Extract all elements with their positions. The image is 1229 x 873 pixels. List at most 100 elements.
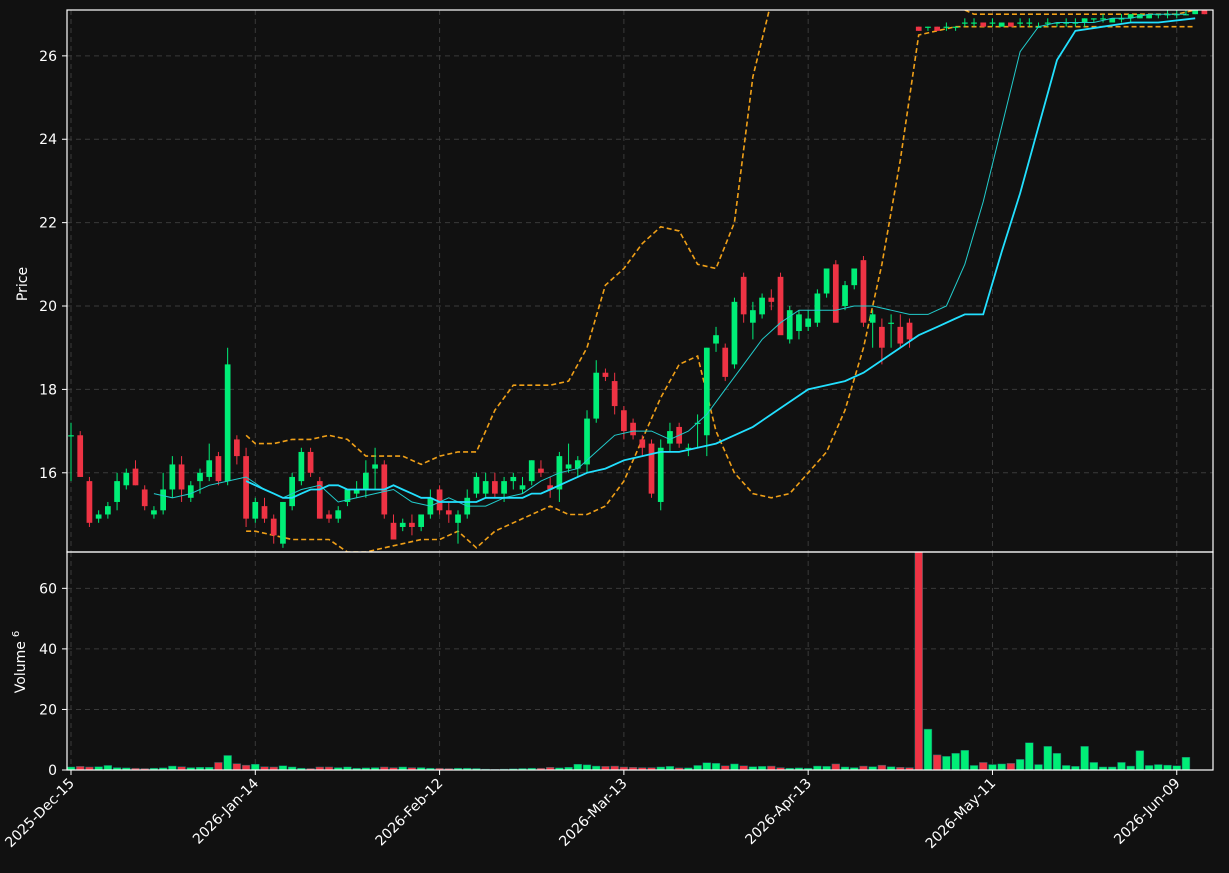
candle-body [869,314,876,323]
candle-body [68,435,74,437]
candle-body [888,322,894,324]
candle-body [602,372,609,377]
candle-body [1090,18,1097,20]
price-tick-label: 18 [39,382,57,398]
volume-panel-frame [66,551,1214,771]
candle-body [934,26,941,31]
price-tick-label: 16 [39,466,57,482]
candle-body [224,364,231,482]
candle-body [151,510,157,515]
candle-body [639,439,646,448]
candle-body [344,489,351,502]
candle-body [280,501,286,544]
candle-body [1054,22,1060,24]
candle-body [879,326,885,348]
candle-body [141,489,148,507]
price-tick-label: 22 [39,216,57,232]
candle-body [823,268,830,294]
candle-body [335,510,342,519]
candle-body [1127,14,1134,19]
volume-bar [988,764,997,771]
volume-bar [997,763,1006,771]
candle-body [390,522,397,540]
candle-body [740,276,747,315]
candle-body [326,514,332,519]
candle-body [750,310,756,323]
candle-body [538,468,544,473]
candle-body [409,522,415,527]
candle-body [1008,22,1014,27]
candle-body [105,506,111,515]
volume-bar [1062,765,1071,771]
volume-bar [232,763,242,771]
candle-body [455,514,461,523]
volume-tick-label: 0 [48,763,57,779]
candle-body [925,26,931,28]
price-tick-label: 20 [39,299,57,315]
volume-bar [693,765,702,771]
candle-body [713,335,719,344]
candle-body [1183,14,1189,16]
volume-bar [214,762,223,771]
volume-bar [721,765,730,771]
candle-body [989,22,996,24]
volume-axis-title-exponent: 6 [11,631,22,637]
candle-body [832,264,839,323]
volume-axis-title-label: Volume [13,641,29,693]
candle-body [1109,18,1116,23]
candle-body [519,485,526,490]
price-grid [67,10,1213,552]
candle-body [547,485,554,490]
candle-body [1155,14,1162,16]
volume-bar [1154,764,1163,771]
candle-body [777,276,784,336]
candle-body [252,501,259,519]
volume-bar [739,765,748,771]
candle-body [1100,18,1106,20]
candle-body [1063,22,1070,24]
candle-body [796,314,802,332]
candle-body [372,464,378,469]
candle-body [971,22,977,24]
volume-bar [914,551,923,771]
candle-body [731,301,738,365]
candle-body [234,439,240,457]
candle-body [814,293,821,323]
volume-bar [711,763,721,771]
candle-body [86,481,93,523]
volume-tick-label: 40 [39,642,57,658]
volume-bar [1135,750,1145,771]
volume-bar [877,764,887,771]
volume-bar [251,763,260,771]
volume-bar [1172,765,1181,771]
candle-body [593,372,600,419]
candle-body [565,464,572,469]
candle-body [363,472,369,490]
volume-bar [278,765,288,771]
candle-body [1201,10,1208,15]
candle-body [759,297,765,315]
candle-body [206,460,213,477]
volume-bar [960,750,969,771]
volume-bar [1089,762,1098,771]
candle-body [897,326,904,344]
candle-body [510,476,517,482]
candle-body [178,464,185,490]
candle-body [215,456,222,482]
fast-moving-average [153,13,1186,507]
candle-body [584,418,590,465]
volume-bar [923,728,933,771]
candle-body [123,472,130,486]
candle-body [399,522,406,527]
candle-body [1044,22,1051,24]
volume-axis-title: Volume 6 [11,631,29,693]
candle-body [574,460,581,469]
volume-bar [933,754,942,771]
volume-bar [241,764,251,771]
candle-body [1164,14,1171,16]
candle-body [768,297,775,302]
candle-body [95,514,102,519]
candle-body [197,472,203,482]
candle-body [667,431,673,444]
candle-body [952,26,959,28]
